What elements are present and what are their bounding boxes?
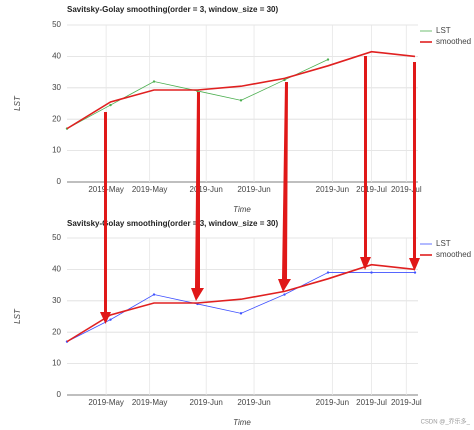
annotation-arrows [100, 56, 420, 324]
x-tick-label: 2019-Jun [316, 185, 349, 194]
arrow [360, 56, 371, 270]
point [152, 293, 156, 296]
point [326, 58, 330, 61]
x-tick-label: 2019-Jun [237, 398, 270, 407]
arrow [191, 92, 204, 301]
x-tick-label: 2019-Jun [237, 185, 270, 194]
x-tick-label: 2019-May [88, 398, 124, 407]
point [152, 80, 156, 83]
point [283, 293, 286, 296]
point [239, 99, 243, 102]
y-tick-label: 30 [52, 83, 61, 92]
x-tick-label: 2019-Jun [190, 185, 223, 194]
y-tick-label: 20 [52, 327, 61, 336]
legend-label: LST [436, 26, 451, 35]
chart-title: Savitsky-Golay smoothing(order = 3, wind… [67, 219, 279, 228]
y-tick-label: 20 [52, 114, 61, 123]
x-tick-label: 2019-Jul [391, 398, 422, 407]
y-tick-label: 50 [52, 20, 61, 29]
point [370, 271, 373, 274]
arrow [409, 62, 420, 271]
x-axis-label: Time [233, 205, 251, 214]
series-line [66, 263, 416, 343]
x-tick-label: 2019-Jul [356, 398, 387, 407]
y-tick-label: 50 [52, 233, 61, 242]
point [283, 78, 286, 82]
legend-label: LST [436, 239, 451, 248]
x-tick-label: 2019-Jul [391, 185, 422, 194]
watermark: CSDN @_乔乐多_ [421, 418, 471, 426]
point [239, 312, 243, 315]
x-tick-label: 2019-May [132, 398, 168, 407]
chart: Savitsky-Golay smoothing(order = 3, wind… [13, 219, 471, 427]
y-tick-label: 0 [57, 390, 62, 399]
point [109, 103, 112, 107]
chart-title: Savitsky-Golay smoothing(order = 3, wind… [67, 5, 279, 14]
y-tick-label: 0 [57, 177, 62, 186]
arrow [278, 82, 291, 292]
x-axis-label: Time [233, 418, 251, 427]
x-tick-label: 2019-Jun [316, 398, 349, 407]
x-tick-label: 2019-Jun [190, 398, 223, 407]
y-tick-label: 30 [52, 296, 61, 305]
y-tick-label: 10 [52, 146, 61, 155]
y-tick-label: 40 [52, 52, 61, 61]
arrow [100, 112, 111, 324]
legend-label: smoothed [436, 250, 471, 259]
point [413, 271, 417, 274]
point [326, 271, 330, 274]
y-axis-label: LST [13, 308, 22, 324]
legend-label: smoothed [436, 37, 471, 46]
point [109, 318, 112, 321]
x-tick-label: 2019-Jul [356, 185, 387, 194]
x-tick-label: 2019-May [132, 185, 168, 194]
series-line [66, 50, 416, 130]
y-tick-label: 10 [52, 359, 61, 368]
y-tick-label: 40 [52, 265, 61, 274]
y-axis-label: LST [13, 95, 22, 111]
